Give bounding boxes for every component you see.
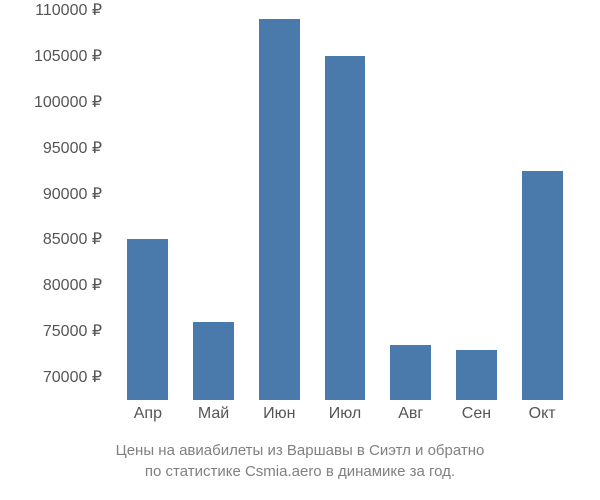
x-tick-label: Сен: [462, 405, 491, 423]
bar: [325, 56, 366, 400]
y-tick-label: 75000 ₽: [43, 321, 102, 341]
y-tick-label: 70000 ₽: [43, 367, 102, 387]
bars-group: [115, 10, 575, 400]
bar: [193, 322, 234, 400]
bar: [522, 171, 563, 400]
x-tick-label: Апр: [134, 405, 162, 423]
x-tick-label: Июл: [329, 405, 361, 423]
y-tick-label: 100000 ₽: [34, 92, 102, 112]
y-tick-label: 90000 ₽: [43, 184, 102, 204]
y-tick-label: 105000 ₽: [34, 46, 102, 66]
chart-caption: Цены на авиабилеты из Варшавы в Сиэтл и …: [0, 440, 600, 482]
bar: [127, 239, 168, 400]
x-tick-label: Май: [198, 405, 229, 423]
bar: [259, 19, 300, 400]
caption-line-1: Цены на авиабилеты из Варшавы в Сиэтл и …: [0, 440, 600, 461]
x-tick-label: Июн: [263, 405, 295, 423]
y-tick-label: 95000 ₽: [43, 138, 102, 158]
caption-line-2: по статистике Csmia.aero в динамике за г…: [0, 461, 600, 482]
y-axis: 110000 ₽105000 ₽100000 ₽95000 ₽90000 ₽85…: [0, 10, 110, 400]
x-axis: Апр Май Июн Июл Авг Сен Окт: [115, 405, 575, 435]
x-tick-label: Окт: [529, 405, 556, 423]
y-tick-label: 80000 ₽: [43, 275, 102, 295]
plot-area: [115, 10, 575, 400]
y-tick-label: 110000 ₽: [35, 0, 102, 20]
x-tick-label: Авг: [398, 405, 423, 423]
bar: [390, 345, 431, 400]
bar-chart: 110000 ₽ 105000 ₽ 100000 ₽ 95000 ₽ 90000 ₽ 85…: [0, 0, 600, 500]
bar: [456, 350, 497, 400]
y-tick-label: 85000 ₽: [43, 229, 102, 249]
